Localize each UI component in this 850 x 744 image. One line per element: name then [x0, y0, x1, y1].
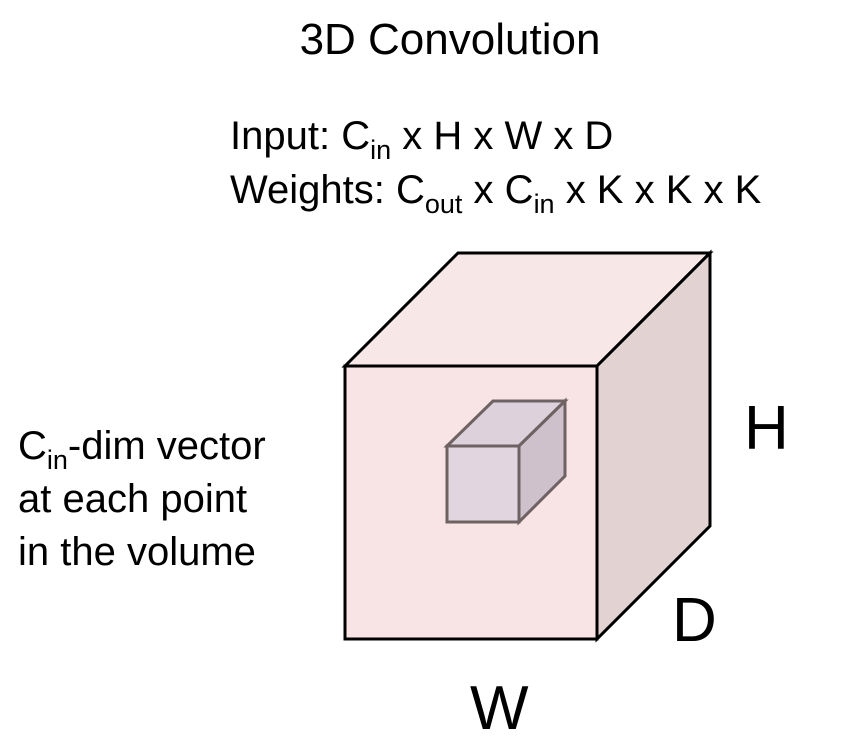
note-line-3: in the volume [18, 530, 256, 574]
note-c-symbol: C [18, 424, 47, 468]
weights-cout-symbol: C [396, 168, 425, 212]
input-prefix: Input: [230, 114, 342, 158]
input-rest: x H x W x D [391, 114, 614, 158]
input-c-subscript: in [370, 135, 392, 165]
height-axis-label: H [744, 394, 789, 463]
kernel-cube-front-face [445, 444, 521, 524]
weights-cin-symbol: C [504, 168, 534, 212]
weights-rest: x K x K x K [554, 168, 762, 212]
note-line-2: at each point [18, 477, 248, 521]
weights-shape-formula: Weights: Cout x Cin x K x K x K [230, 166, 762, 218]
note-c-subscript: in [46, 445, 68, 475]
note-line-1: Cin-dim vector [18, 420, 266, 475]
width-axis-label: W [470, 674, 529, 743]
weights-cin-subscript: in [533, 189, 555, 219]
weights-middle: x [462, 168, 505, 212]
input-shape-formula: Input: Cin x H x W x D [230, 112, 614, 164]
weights-cout-subscript: out [424, 189, 463, 219]
note-line-1-rest: -dim vector [67, 424, 266, 468]
vector-note: Cin-dim vector at each point in the volu… [18, 420, 266, 579]
depth-axis-label: D [672, 586, 717, 655]
weights-prefix: Weights: [230, 168, 396, 212]
diagram-title: 3D Convolution [299, 15, 601, 64]
input-c-symbol: C [341, 114, 371, 158]
